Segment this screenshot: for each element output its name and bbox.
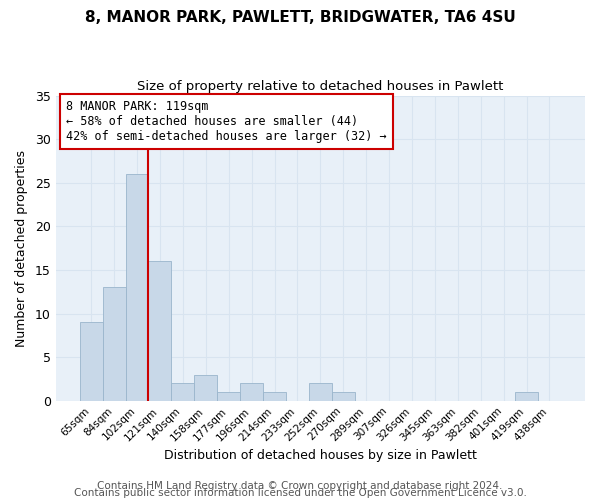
Title: Size of property relative to detached houses in Pawlett: Size of property relative to detached ho… (137, 80, 503, 93)
Bar (309, 384, 332, 401)
Bar (148, 262, 172, 401)
Text: 8, MANOR PARK, PAWLETT, BRIDGWATER, TA6 4SU: 8, MANOR PARK, PAWLETT, BRIDGWATER, TA6 … (85, 10, 515, 25)
Text: Contains public sector information licensed under the Open Government Licence v3: Contains public sector information licen… (74, 488, 526, 498)
Bar (125, 174, 148, 401)
X-axis label: Distribution of detached houses by size in Pawlett: Distribution of detached houses by size … (164, 450, 477, 462)
Bar (194, 374, 217, 401)
Text: Contains HM Land Registry data © Crown copyright and database right 2024.: Contains HM Land Registry data © Crown c… (97, 481, 503, 491)
Bar (515, 392, 538, 401)
Bar (240, 384, 263, 401)
Bar (332, 392, 355, 401)
Bar (80, 322, 103, 401)
Bar (217, 392, 240, 401)
Y-axis label: Number of detached properties: Number of detached properties (15, 150, 28, 346)
Bar (103, 288, 125, 401)
Text: 8 MANOR PARK: 119sqm
← 58% of detached houses are smaller (44)
42% of semi-detac: 8 MANOR PARK: 119sqm ← 58% of detached h… (66, 100, 387, 143)
Bar (263, 392, 286, 401)
Bar (172, 384, 194, 401)
